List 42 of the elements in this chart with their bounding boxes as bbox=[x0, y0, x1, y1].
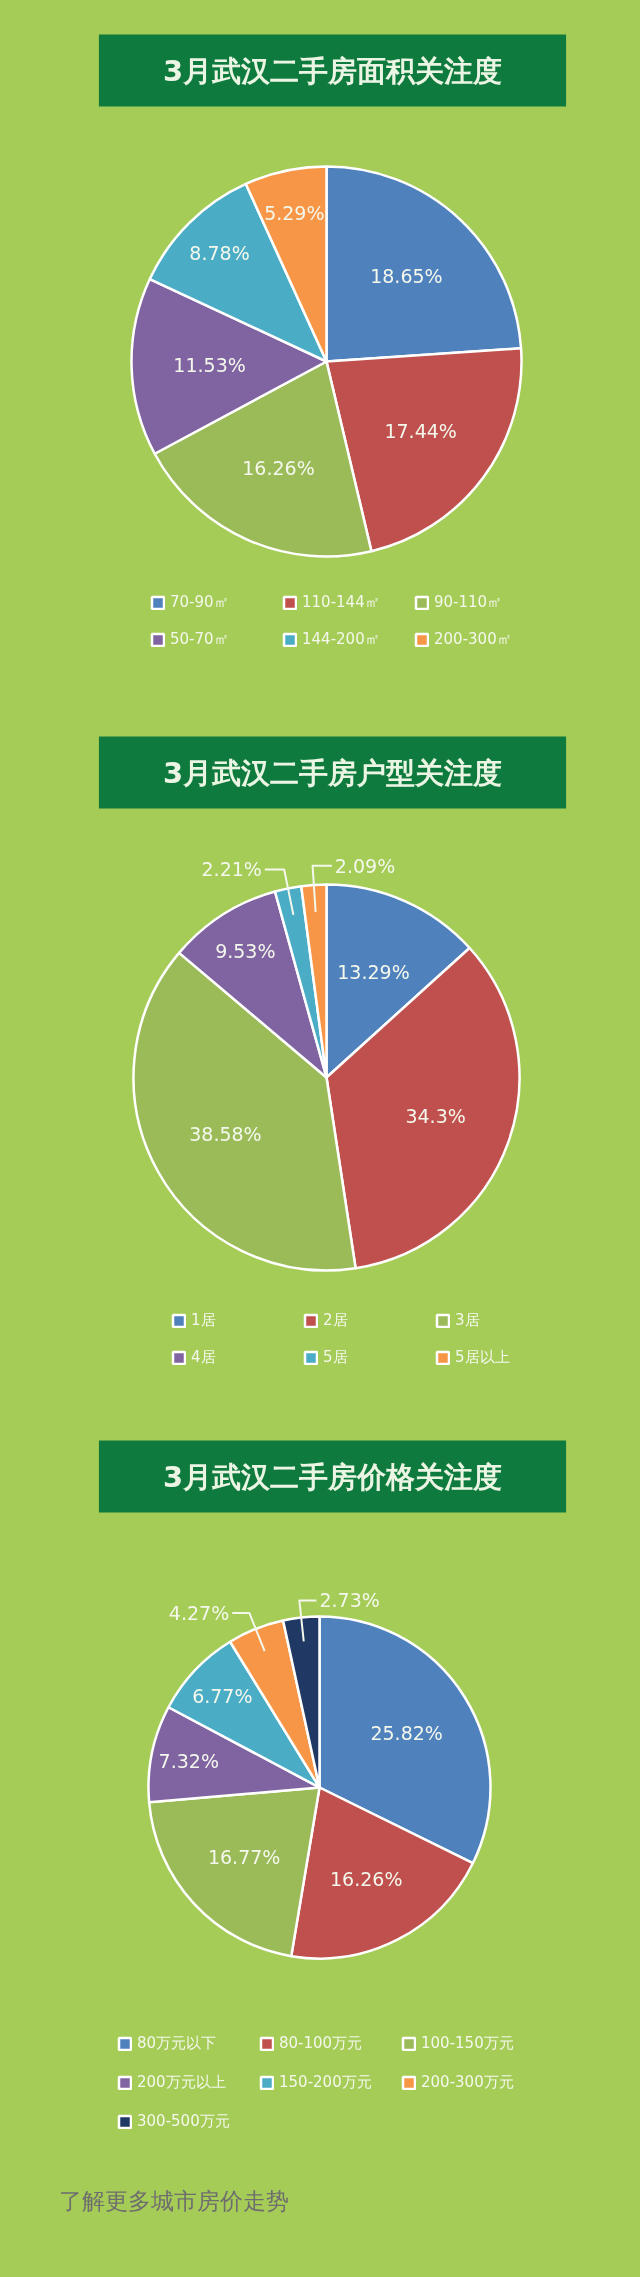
data-label: 5.29% bbox=[264, 201, 325, 224]
legend-label: 90-110㎡ bbox=[434, 592, 504, 613]
legend-label: 144-200㎡ bbox=[302, 629, 381, 650]
legend-label: 300-500万元 bbox=[137, 2111, 231, 2132]
legend-label: 200-300万元 bbox=[421, 2072, 515, 2093]
data-label: 6.77% bbox=[192, 1685, 253, 1708]
legend-label: 200-300㎡ bbox=[434, 629, 513, 650]
legend-label: 80万元以下 bbox=[137, 2033, 218, 2054]
data-label: 18.65% bbox=[370, 265, 443, 288]
legend-label: 110-144㎡ bbox=[302, 592, 381, 613]
legend-label: 70-90㎡ bbox=[170, 592, 230, 613]
data-label: 38.58% bbox=[189, 1123, 262, 1146]
legend-label: 5居以上 bbox=[455, 1347, 511, 1368]
data-label: 4.27% bbox=[168, 1601, 230, 1624]
legend-label: 4居 bbox=[191, 1347, 217, 1368]
data-label: 25.82% bbox=[370, 1722, 443, 1745]
data-label: 11.53% bbox=[173, 353, 246, 376]
data-label: 34.3% bbox=[405, 1105, 466, 1128]
text: 了解更多城市房价走势 bbox=[58, 2187, 289, 2214]
legend-label: 150-200万元 bbox=[279, 2072, 373, 2093]
data-label: 9.53% bbox=[215, 939, 276, 962]
data-label: 17.44% bbox=[384, 419, 457, 442]
legend-label: 3居 bbox=[455, 1310, 481, 1331]
data-label: 2.21% bbox=[201, 858, 262, 881]
legend-label: 80-100万元 bbox=[279, 2033, 364, 2054]
data-label: 7.32% bbox=[158, 1749, 219, 1772]
chart-title: 3月武汉二手房面积关注度 bbox=[162, 53, 503, 88]
legend-label: 200万元以上 bbox=[137, 2072, 227, 2093]
data-label: 2.73% bbox=[319, 1589, 380, 1612]
data-label: 13.29% bbox=[337, 960, 410, 983]
data-label: 8.78% bbox=[189, 242, 250, 265]
legend-label: 5居 bbox=[323, 1347, 349, 1368]
legend-label: 50-70㎡ bbox=[170, 629, 230, 650]
data-label: 16.77% bbox=[207, 1846, 281, 1869]
data-label: 16.26% bbox=[330, 1867, 403, 1890]
legend-label: 2居 bbox=[323, 1310, 349, 1331]
chart-title: 3月武汉二手房户型关注度 bbox=[162, 755, 503, 790]
legend-label: 100-150万元 bbox=[421, 2033, 515, 2054]
data-label: 16.26% bbox=[242, 457, 315, 480]
legend-label: 1居 bbox=[191, 1310, 217, 1331]
data-label: 2.09% bbox=[334, 854, 396, 877]
chart-title: 3月武汉二手房价格关注度 bbox=[162, 1459, 503, 1494]
